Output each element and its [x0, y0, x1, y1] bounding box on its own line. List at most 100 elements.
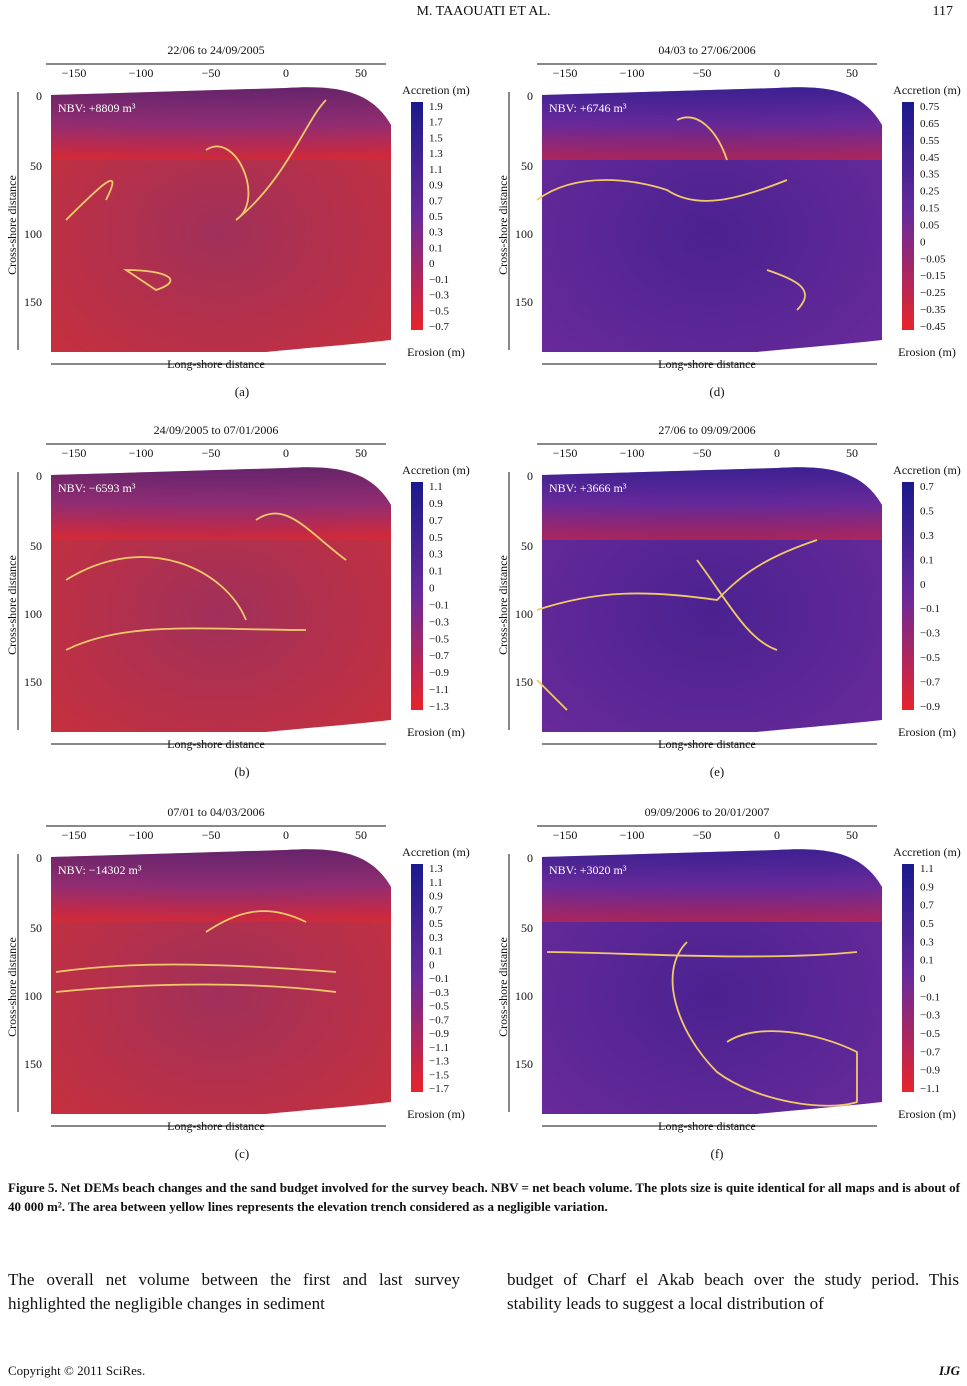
colorbar-tick: 0: [429, 583, 435, 595]
colorbar-tick: 0.25: [920, 186, 940, 198]
accretion-zone: [542, 87, 882, 160]
map-title: 27/06 to 09/09/2006: [658, 423, 755, 437]
colorbar-tick: 0.5: [920, 505, 934, 517]
accretion-zone: [51, 467, 391, 540]
y-tick-label: 50: [30, 159, 42, 173]
colorbar-bottom-label: Erosion (m): [407, 1107, 465, 1121]
nbv-label: NBV: −14302 m³: [58, 863, 142, 877]
colorbar-bottom-label: Erosion (m): [407, 725, 465, 739]
accretion-zone: [51, 849, 391, 922]
colorbar: [411, 482, 423, 710]
y-tick-label: 150: [24, 675, 42, 689]
x-axis-label: Long-shore distance: [167, 1119, 265, 1133]
colorbar-tick: −0.1: [429, 599, 449, 611]
x-axis-label: Long-shore distance: [658, 1119, 756, 1133]
colorbar-tick: 0.7: [920, 481, 934, 493]
journal-abbrev: IJG: [939, 1363, 960, 1378]
map-panel-f: 09/09/2006 to 20/01/2007 −150 −100 −50 0 50 0 5…: [497, 802, 967, 1177]
contour-lines: [65, 99, 327, 291]
map-title: 09/09/2006 to 20/01/2007: [645, 805, 770, 819]
map-panel-b: 24/09/2005 to 07/01/2006 −150 −100 −50 0 50 0 5…: [6, 420, 486, 795]
colorbar-tick: −0.5: [429, 633, 449, 645]
x-tick-label: −150: [62, 446, 87, 460]
x-tick-label: 0: [774, 446, 780, 460]
colorbar-tick: −0.5: [920, 1028, 940, 1040]
x-tick-label: 50: [355, 66, 367, 80]
colorbar-tick: 0.45: [920, 152, 940, 164]
y-tick-label: 150: [24, 1057, 42, 1071]
x-tick-label: 0: [774, 66, 780, 80]
colorbar-tick: 1.7: [429, 117, 443, 129]
colorbar-tick: −0.1: [920, 991, 940, 1003]
colorbar-tick: −0.3: [429, 987, 449, 999]
colorbar-tick: −0.3: [920, 1010, 940, 1022]
colorbar-tick: −1.5: [429, 1069, 449, 1081]
x-axis-label: Long-shore distance: [658, 357, 756, 371]
colorbar-tick: −1.3: [429, 701, 449, 713]
colorbar-bottom-label: Erosion (m): [898, 345, 956, 359]
x-axis-label: Long-shore distance: [167, 737, 265, 751]
colorbar-tick: −0.25: [920, 287, 946, 299]
contour-lines: [536, 539, 818, 711]
colorbar-tick: 0.05: [920, 219, 940, 231]
accretion-zone: [51, 87, 391, 160]
colorbar-tick: 0.3: [429, 227, 443, 239]
x-tick-label: −150: [553, 66, 578, 80]
colorbar-tick: −0.7: [429, 1014, 449, 1026]
colorbar-tick: −1.7: [429, 1083, 449, 1095]
colorbar: [411, 864, 423, 1092]
colorbar-tick: 0.1: [429, 566, 443, 578]
page-header: M. TAAOUATI ET AL. 117: [0, 4, 967, 26]
x-tick-label: −100: [129, 446, 154, 460]
x-tick-label: −50: [693, 828, 712, 842]
colorbar-tick: −1.1: [429, 684, 449, 696]
colorbar-tick: −0.9: [429, 1028, 449, 1040]
y-tick-label: 50: [521, 159, 533, 173]
colorbar-tick: 1.1: [429, 877, 443, 889]
colorbar-tick: 0.55: [920, 135, 940, 147]
copyright: Copyright © 2011 SciRes.: [8, 1363, 146, 1378]
colorbar-bottom-label: Erosion (m): [407, 345, 465, 359]
y-tick-label: 50: [30, 539, 42, 553]
page-footer: Copyright © 2011 SciRes. IJG: [8, 1363, 960, 1379]
colorbar-tick: 0.3: [920, 530, 934, 542]
colorbar-tick: 0: [920, 973, 926, 985]
y-tick-label: 150: [515, 1057, 533, 1071]
y-tick-label: 100: [24, 607, 42, 621]
x-tick-label: −100: [620, 66, 645, 80]
y-tick-label: 0: [527, 469, 533, 483]
colorbar-top-label: Accretion (m): [402, 463, 470, 477]
colorbar-tick: 0.7: [429, 515, 443, 527]
colorbar-tick: 0.9: [429, 180, 443, 192]
y-tick-label: 50: [521, 539, 533, 553]
colorbar-tick: 0.35: [920, 169, 940, 181]
map-panel-a: 22/06 to 24/09/2005 −150 −100 −50 0 50 0 50 100 1…: [6, 40, 486, 415]
x-tick-label: −100: [620, 828, 645, 842]
colorbar: [411, 102, 423, 330]
x-tick-label: −100: [129, 828, 154, 842]
colorbar-tick: −0.1: [920, 603, 940, 615]
colorbar: [902, 864, 914, 1092]
contour-lines: [55, 910, 337, 993]
colorbar-tick: −0.7: [429, 321, 449, 333]
nbv-label: NBV: +3020 m³: [549, 863, 627, 877]
y-tick-label: 0: [36, 469, 42, 483]
colorbar-top-label: Accretion (m): [893, 463, 961, 477]
colorbar-tick: −0.05: [920, 253, 946, 265]
colorbar-tick: −0.9: [920, 1065, 940, 1077]
y-axis-label: Cross-shore distance: [6, 175, 19, 275]
colorbar-tick: 1.1: [920, 863, 934, 875]
colorbar-tick: 0.5: [920, 918, 934, 930]
panel-label-c: (c): [234, 1146, 250, 1161]
y-tick-label: 150: [515, 295, 533, 309]
colorbar-tick: 0.65: [920, 118, 940, 130]
y-tick-label: 100: [515, 607, 533, 621]
colorbar-tick: −0.7: [920, 677, 940, 689]
panel-label-d: (d): [709, 384, 725, 399]
x-tick-label: −150: [62, 66, 87, 80]
x-tick-label: −150: [62, 828, 87, 842]
colorbar-tick: 1.9: [429, 101, 443, 113]
colorbar-tick: −0.45: [920, 321, 946, 333]
map-title: 22/06 to 24/09/2005: [167, 43, 264, 57]
nbv-label: NBV: +3666 m³: [549, 481, 627, 495]
